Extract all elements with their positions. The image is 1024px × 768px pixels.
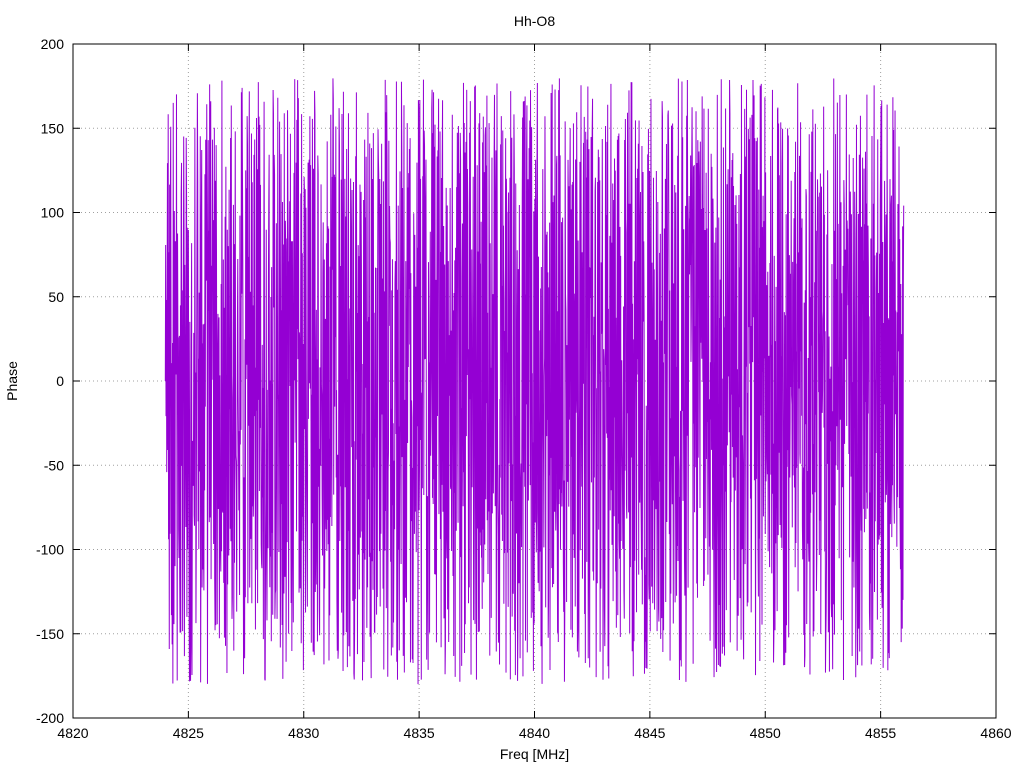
y-tick-label: 50 xyxy=(48,289,64,305)
tick-marks xyxy=(72,43,997,719)
series-layer xyxy=(164,78,905,685)
x-axis-label: Freq [MHz] xyxy=(500,746,569,762)
x-tick-label: 4820 xyxy=(57,725,88,741)
x-tick-label: 4840 xyxy=(519,725,550,741)
y-tick-label: 200 xyxy=(41,36,65,52)
y-tick-label: -200 xyxy=(36,710,64,726)
x-tick-label: 4860 xyxy=(980,725,1011,741)
chart-title: Hh-O8 xyxy=(514,13,555,29)
y-tick-label: -150 xyxy=(36,626,64,642)
x-tick-labels: 4820 4825 4830 4835 4840 4845 4850 4855 4860 xyxy=(57,725,1011,741)
y-tick-labels: 200 150 100 50 0 -50 -100 -150 -200 xyxy=(36,36,64,726)
x-tick-label: 4850 xyxy=(750,725,781,741)
y-axis-label: Phase xyxy=(4,361,20,401)
x-tick-label: 4845 xyxy=(634,725,665,741)
x-tick-label: 4825 xyxy=(173,725,204,741)
y-tick-label: 150 xyxy=(41,120,65,136)
y-tick-label: -50 xyxy=(44,457,64,473)
x-tick-label: 4835 xyxy=(404,725,435,741)
x-tick-label: 4855 xyxy=(865,725,896,741)
y-tick-label: 100 xyxy=(41,205,65,221)
phase-series-line xyxy=(164,78,905,685)
y-tick-label: 0 xyxy=(56,373,64,389)
x-tick-label: 4830 xyxy=(288,725,319,741)
y-tick-label: -100 xyxy=(36,542,64,558)
